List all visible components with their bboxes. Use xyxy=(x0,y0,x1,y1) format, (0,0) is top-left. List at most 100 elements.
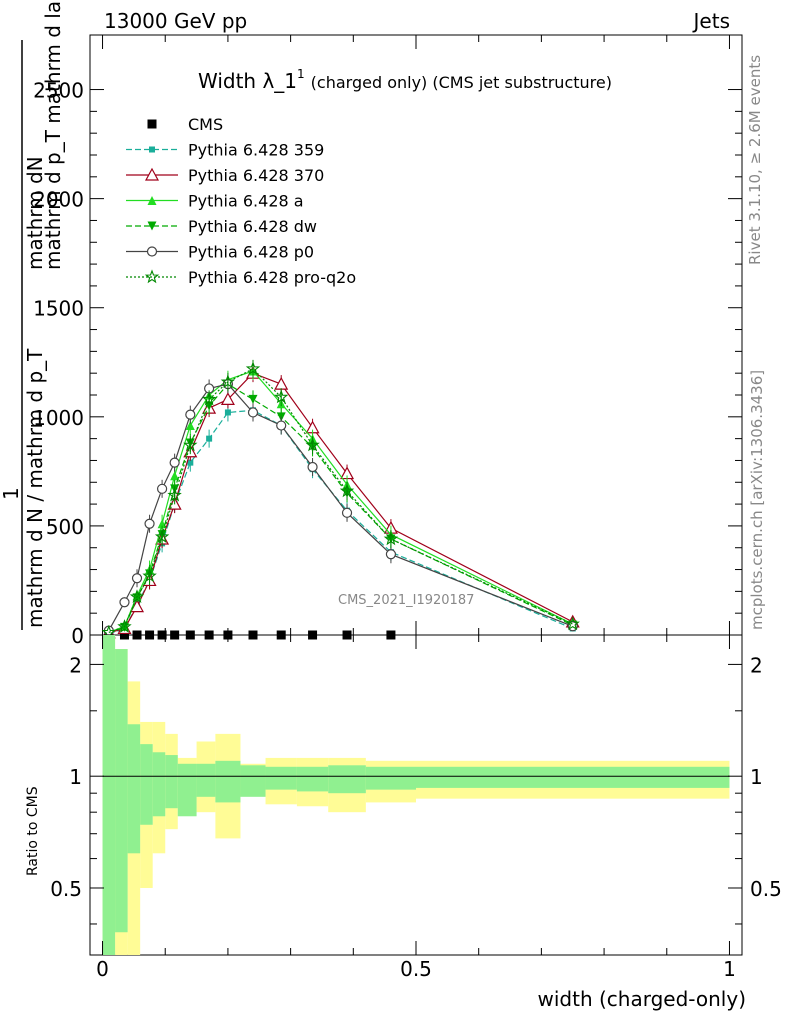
data-point xyxy=(274,389,289,404)
data-point xyxy=(206,435,213,442)
data-point xyxy=(183,437,198,452)
legend-marker xyxy=(144,269,160,284)
band-bin xyxy=(127,724,141,854)
legend: CMS Pythia 6.428 359 Pythia 6.428 370 Pythi… xyxy=(126,115,356,287)
data-point xyxy=(187,459,194,466)
ratio-y-tick-label-right: 1 xyxy=(750,765,763,789)
data-point xyxy=(144,518,155,529)
rivet-version-label: Rivet 3.1.10, ≥ 2.6M events xyxy=(746,55,764,265)
data-point xyxy=(305,437,320,452)
ratio-y-tick-label: 1 xyxy=(69,765,82,789)
data-point xyxy=(245,361,261,375)
data-point xyxy=(383,531,399,546)
series-line xyxy=(108,368,573,633)
data-point xyxy=(276,420,287,431)
x-axis-label: width (charged-only) xyxy=(538,987,746,1011)
ratio-band-layer xyxy=(102,635,730,955)
data-point xyxy=(339,483,355,498)
band-bin xyxy=(165,755,178,809)
band-bin xyxy=(328,765,366,794)
data-point xyxy=(156,483,168,494)
legend-marker xyxy=(144,167,160,181)
legend-marker xyxy=(147,221,157,231)
legend-label: Pythia 6.428 dw xyxy=(188,217,317,236)
header-energy-label: 13000 GeV pp xyxy=(104,9,247,33)
data-point xyxy=(157,519,167,529)
series-pythia-6-428-pro-q2o xyxy=(101,359,580,639)
ratio-y-tick-label-right: 2 xyxy=(750,653,763,677)
band-bin xyxy=(265,766,297,790)
data-point xyxy=(170,471,180,481)
legend-label: Pythia 6.428 p0 xyxy=(188,243,314,262)
data-point xyxy=(247,407,259,418)
data-point xyxy=(224,409,231,416)
x-tick-label: 1 xyxy=(723,957,736,981)
svg-text:mathrm dN: mathrm dN xyxy=(23,156,47,270)
y-tick-label: 1500 xyxy=(33,297,84,321)
data-point xyxy=(341,507,353,518)
analysis-watermark: CMS_2021_I1920187 xyxy=(338,593,474,608)
band-bin xyxy=(416,766,730,788)
data-point xyxy=(185,409,196,420)
band-bin xyxy=(196,763,216,797)
svg-text:mathrm d N / mathrm d p_T: mathrm d N / mathrm d p_T xyxy=(23,348,47,628)
legend-marker xyxy=(147,119,157,129)
legend-label: Pythia 6.428 370 xyxy=(188,166,324,185)
legend-marker xyxy=(146,246,158,257)
data-point xyxy=(274,376,289,390)
svg-text:1: 1 xyxy=(0,487,23,500)
band-bin xyxy=(152,752,166,817)
data-point xyxy=(248,394,258,404)
band-bin xyxy=(102,635,116,955)
ratio-y-tick-label-right: 0.5 xyxy=(750,877,782,901)
data-point xyxy=(117,619,132,633)
ratio-y-tick-label: 2 xyxy=(69,653,82,677)
data-point xyxy=(142,568,157,583)
band-bin xyxy=(115,649,128,933)
y-tick-label: 2500 xyxy=(33,79,84,103)
data-point xyxy=(307,461,318,473)
data-point xyxy=(167,487,182,502)
y-tick-label: 0 xyxy=(71,624,84,648)
main-y-axis-label: mathrm dN mathrm d p_T mathrm d lambda 1… xyxy=(0,0,65,630)
y-tick-label: 1000 xyxy=(33,406,84,430)
mcplots-reference-label: mcplots.cern.ch [arXiv:1306.3436] xyxy=(748,370,766,630)
series-layer xyxy=(101,359,580,640)
legend-label: Pythia 6.428 359 xyxy=(188,141,324,160)
x-tick-label: 0 xyxy=(96,957,109,981)
data-point xyxy=(154,529,170,543)
legend-label: Pythia 6.428 a xyxy=(188,192,304,211)
band-bin xyxy=(177,763,197,817)
legend-marker xyxy=(147,196,157,205)
y-tick-label: 2000 xyxy=(33,188,84,212)
data-point xyxy=(201,391,217,406)
data-point xyxy=(565,616,580,631)
legend-label: Pythia 6.428 pro-q2o xyxy=(188,268,356,287)
band-bin xyxy=(365,766,416,790)
main-plot-axes: 0 500 1000 1500 2000 2500 xyxy=(33,35,742,648)
band-bin xyxy=(296,766,329,792)
data-point xyxy=(169,457,180,468)
band-bin xyxy=(140,744,153,825)
data-point xyxy=(185,421,195,431)
plot-title: Width λ_11 (charged only) (CMS jet substr… xyxy=(198,67,612,93)
ratio-stat-band xyxy=(102,635,730,955)
legend-label: CMS xyxy=(188,115,223,134)
data-point xyxy=(129,589,145,603)
band-bin xyxy=(215,760,241,803)
data-point xyxy=(385,549,397,560)
x-tick-label: 0.5 xyxy=(400,957,432,981)
data-point xyxy=(220,392,235,405)
data-point xyxy=(119,597,130,608)
data-point xyxy=(131,573,143,584)
header-jets-label: Jets xyxy=(692,9,730,33)
data-point xyxy=(220,374,236,389)
legend-marker xyxy=(149,146,155,153)
svg-text:mathrm d p_T mathrm d lambda: mathrm d p_T mathrm d lambda xyxy=(41,0,65,270)
ratio-y-tick-label: 0.5 xyxy=(50,877,82,901)
band-bin xyxy=(240,765,266,797)
ratio-plot-axes: 0.5 0.5 1 1 2 2 0 0.5 1 xyxy=(50,635,782,981)
ratio-y-axis-label: Ratio to CMS xyxy=(25,786,41,876)
y-tick-label: 500 xyxy=(46,515,84,539)
